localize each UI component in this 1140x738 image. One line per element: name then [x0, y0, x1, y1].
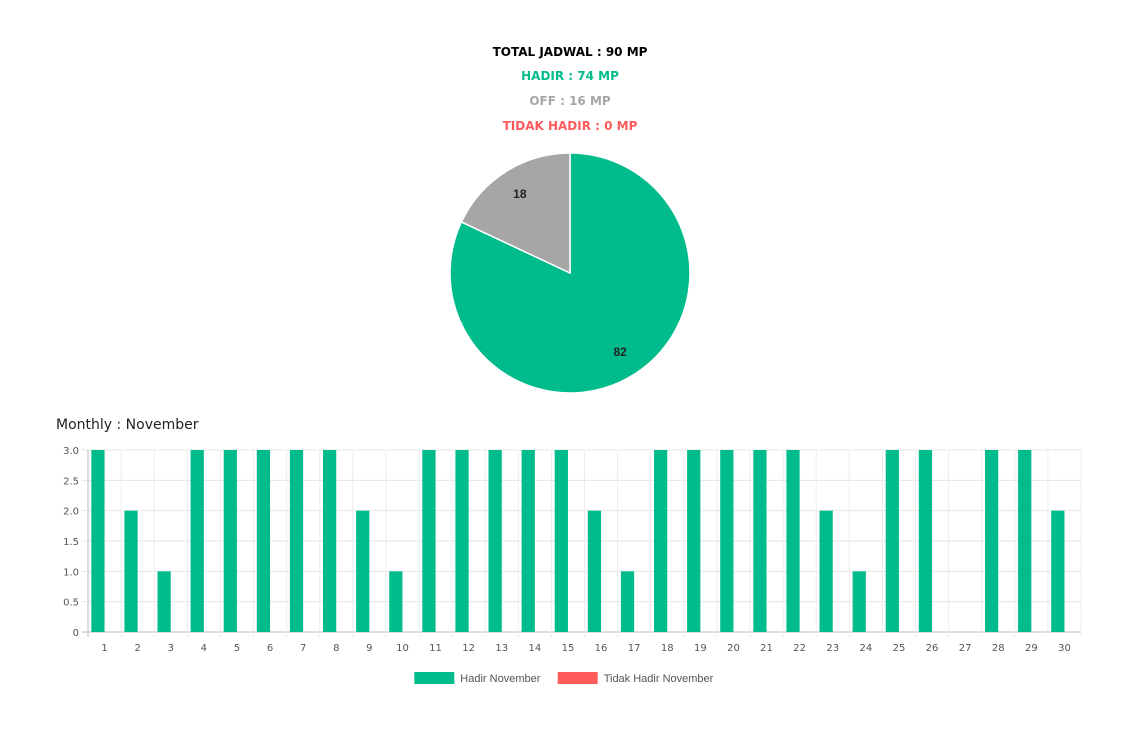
bar-hadir-day-3[interactable] [157, 571, 171, 632]
bar-hadir-day-7[interactable] [289, 450, 304, 632]
x-tick-label: 12 [462, 643, 475, 654]
attendance-pie-chart: 82 18 [449, 152, 691, 394]
x-tick-label: 13 [495, 643, 508, 654]
x-tick-label: 15 [562, 643, 575, 654]
bar-hadir-day-4[interactable] [190, 450, 204, 632]
x-tick-label: 6 [267, 643, 273, 654]
x-tick-label: 23 [826, 643, 839, 654]
absent-count-label: TIDAK HADIR : 0 MP [502, 119, 638, 133]
y-tick-label: 3.0 [63, 446, 79, 457]
x-tick-label: 1 [101, 643, 107, 654]
pie-slice-0[interactable] [449, 152, 691, 394]
y-tick-label: 0 [73, 628, 79, 639]
bar-hadir-day-17[interactable] [620, 571, 635, 632]
x-tick-label: 26 [926, 643, 939, 654]
x-tick-label: 17 [628, 643, 641, 654]
bar-hadir-day-2[interactable] [124, 510, 138, 632]
bar-hadir-day-12[interactable] [455, 450, 469, 632]
x-tick-label: 16 [595, 643, 608, 654]
bar-hadir-day-23[interactable] [819, 510, 833, 632]
bar-hadir-day-5[interactable] [223, 450, 237, 632]
legend-label-1[interactable]: Tidak Hadir November [604, 673, 714, 685]
x-tick-label: 7 [300, 643, 306, 654]
bar-hadir-day-16[interactable] [587, 510, 602, 632]
x-tick-label: 9 [366, 643, 372, 654]
present-count-label: HADIR : 74 MP [521, 69, 619, 83]
bar-hadir-day-11[interactable] [422, 450, 436, 632]
bar-hadir-day-19[interactable] [687, 450, 701, 632]
x-tick-label: 22 [793, 643, 806, 654]
x-tick-label: 3 [168, 643, 174, 654]
monthly-chart-title: Monthly : November [56, 417, 199, 433]
y-tick-label: 0.5 [63, 598, 79, 609]
pie-slice-1[interactable] [460, 152, 571, 275]
x-tick-label: 20 [727, 643, 740, 654]
x-tick-label: 21 [760, 643, 773, 654]
x-tick-label: 27 [959, 643, 972, 654]
x-tick-label: 11 [429, 643, 442, 654]
bar-hadir-day-22[interactable] [786, 450, 800, 632]
x-tick-label: 14 [528, 643, 541, 654]
x-tick-label: 8 [333, 643, 339, 654]
bar-hadir-day-8[interactable] [323, 450, 337, 632]
bar-hadir-day-15[interactable] [554, 450, 568, 632]
x-tick-label: 24 [859, 643, 872, 654]
bar-hadir-day-10[interactable] [389, 571, 403, 632]
y-tick-label: 1.5 [63, 537, 79, 548]
bar-hadir-day-18[interactable] [654, 450, 668, 632]
bar-hadir-day-6[interactable] [256, 450, 271, 632]
x-tick-label: 5 [234, 643, 240, 654]
y-tick-label: 1.0 [63, 567, 79, 578]
bar-hadir-day-26[interactable] [918, 450, 933, 632]
bar-hadir-day-14[interactable] [521, 450, 535, 632]
bar-hadir-day-13[interactable] [488, 450, 502, 632]
monthly-bar-chart: 00.51.01.52.02.53.01 2 3 4 5 6 7 8 9 10 11 12 13 14 15… [63, 446, 1082, 685]
x-tick-label: 29 [1025, 643, 1038, 654]
x-tick-label: 2 [134, 643, 140, 654]
bar-hadir-day-29[interactable] [1018, 450, 1032, 632]
bar-hadir-day-25[interactable] [885, 450, 899, 632]
off-count-label: OFF : 16 MP [529, 94, 611, 108]
pie-slice-label-0: 82 [613, 345, 627, 359]
legend-label-0[interactable]: Hadir November [460, 673, 540, 685]
bar-hadir-day-30[interactable] [1051, 510, 1065, 632]
x-tick-label: 30 [1058, 643, 1071, 654]
bar-hadir-day-28[interactable] [985, 450, 999, 632]
x-tick-label: 25 [893, 643, 906, 654]
bar-hadir-day-9[interactable] [356, 510, 370, 632]
y-tick-label: 2.0 [63, 507, 79, 518]
pie-slice-label-1: 18 [513, 187, 527, 201]
x-tick-label: 10 [396, 643, 409, 654]
bar-hadir-day-20[interactable] [720, 450, 734, 632]
bar-hadir-day-24[interactable] [852, 571, 866, 632]
total-schedule-label: TOTAL JADWAL : 90 MP [492, 45, 648, 59]
legend-swatch-0[interactable] [414, 672, 455, 684]
bar-hadir-day-21[interactable] [753, 450, 767, 632]
y-tick-label: 2.5 [63, 476, 79, 487]
x-tick-label: 19 [694, 643, 707, 654]
x-tick-label: 28 [992, 643, 1005, 654]
x-tick-label: 4 [201, 643, 207, 654]
x-tick-label: 18 [661, 643, 674, 654]
bar-hadir-day-1[interactable] [91, 450, 105, 632]
legend-swatch-1[interactable] [557, 672, 598, 684]
